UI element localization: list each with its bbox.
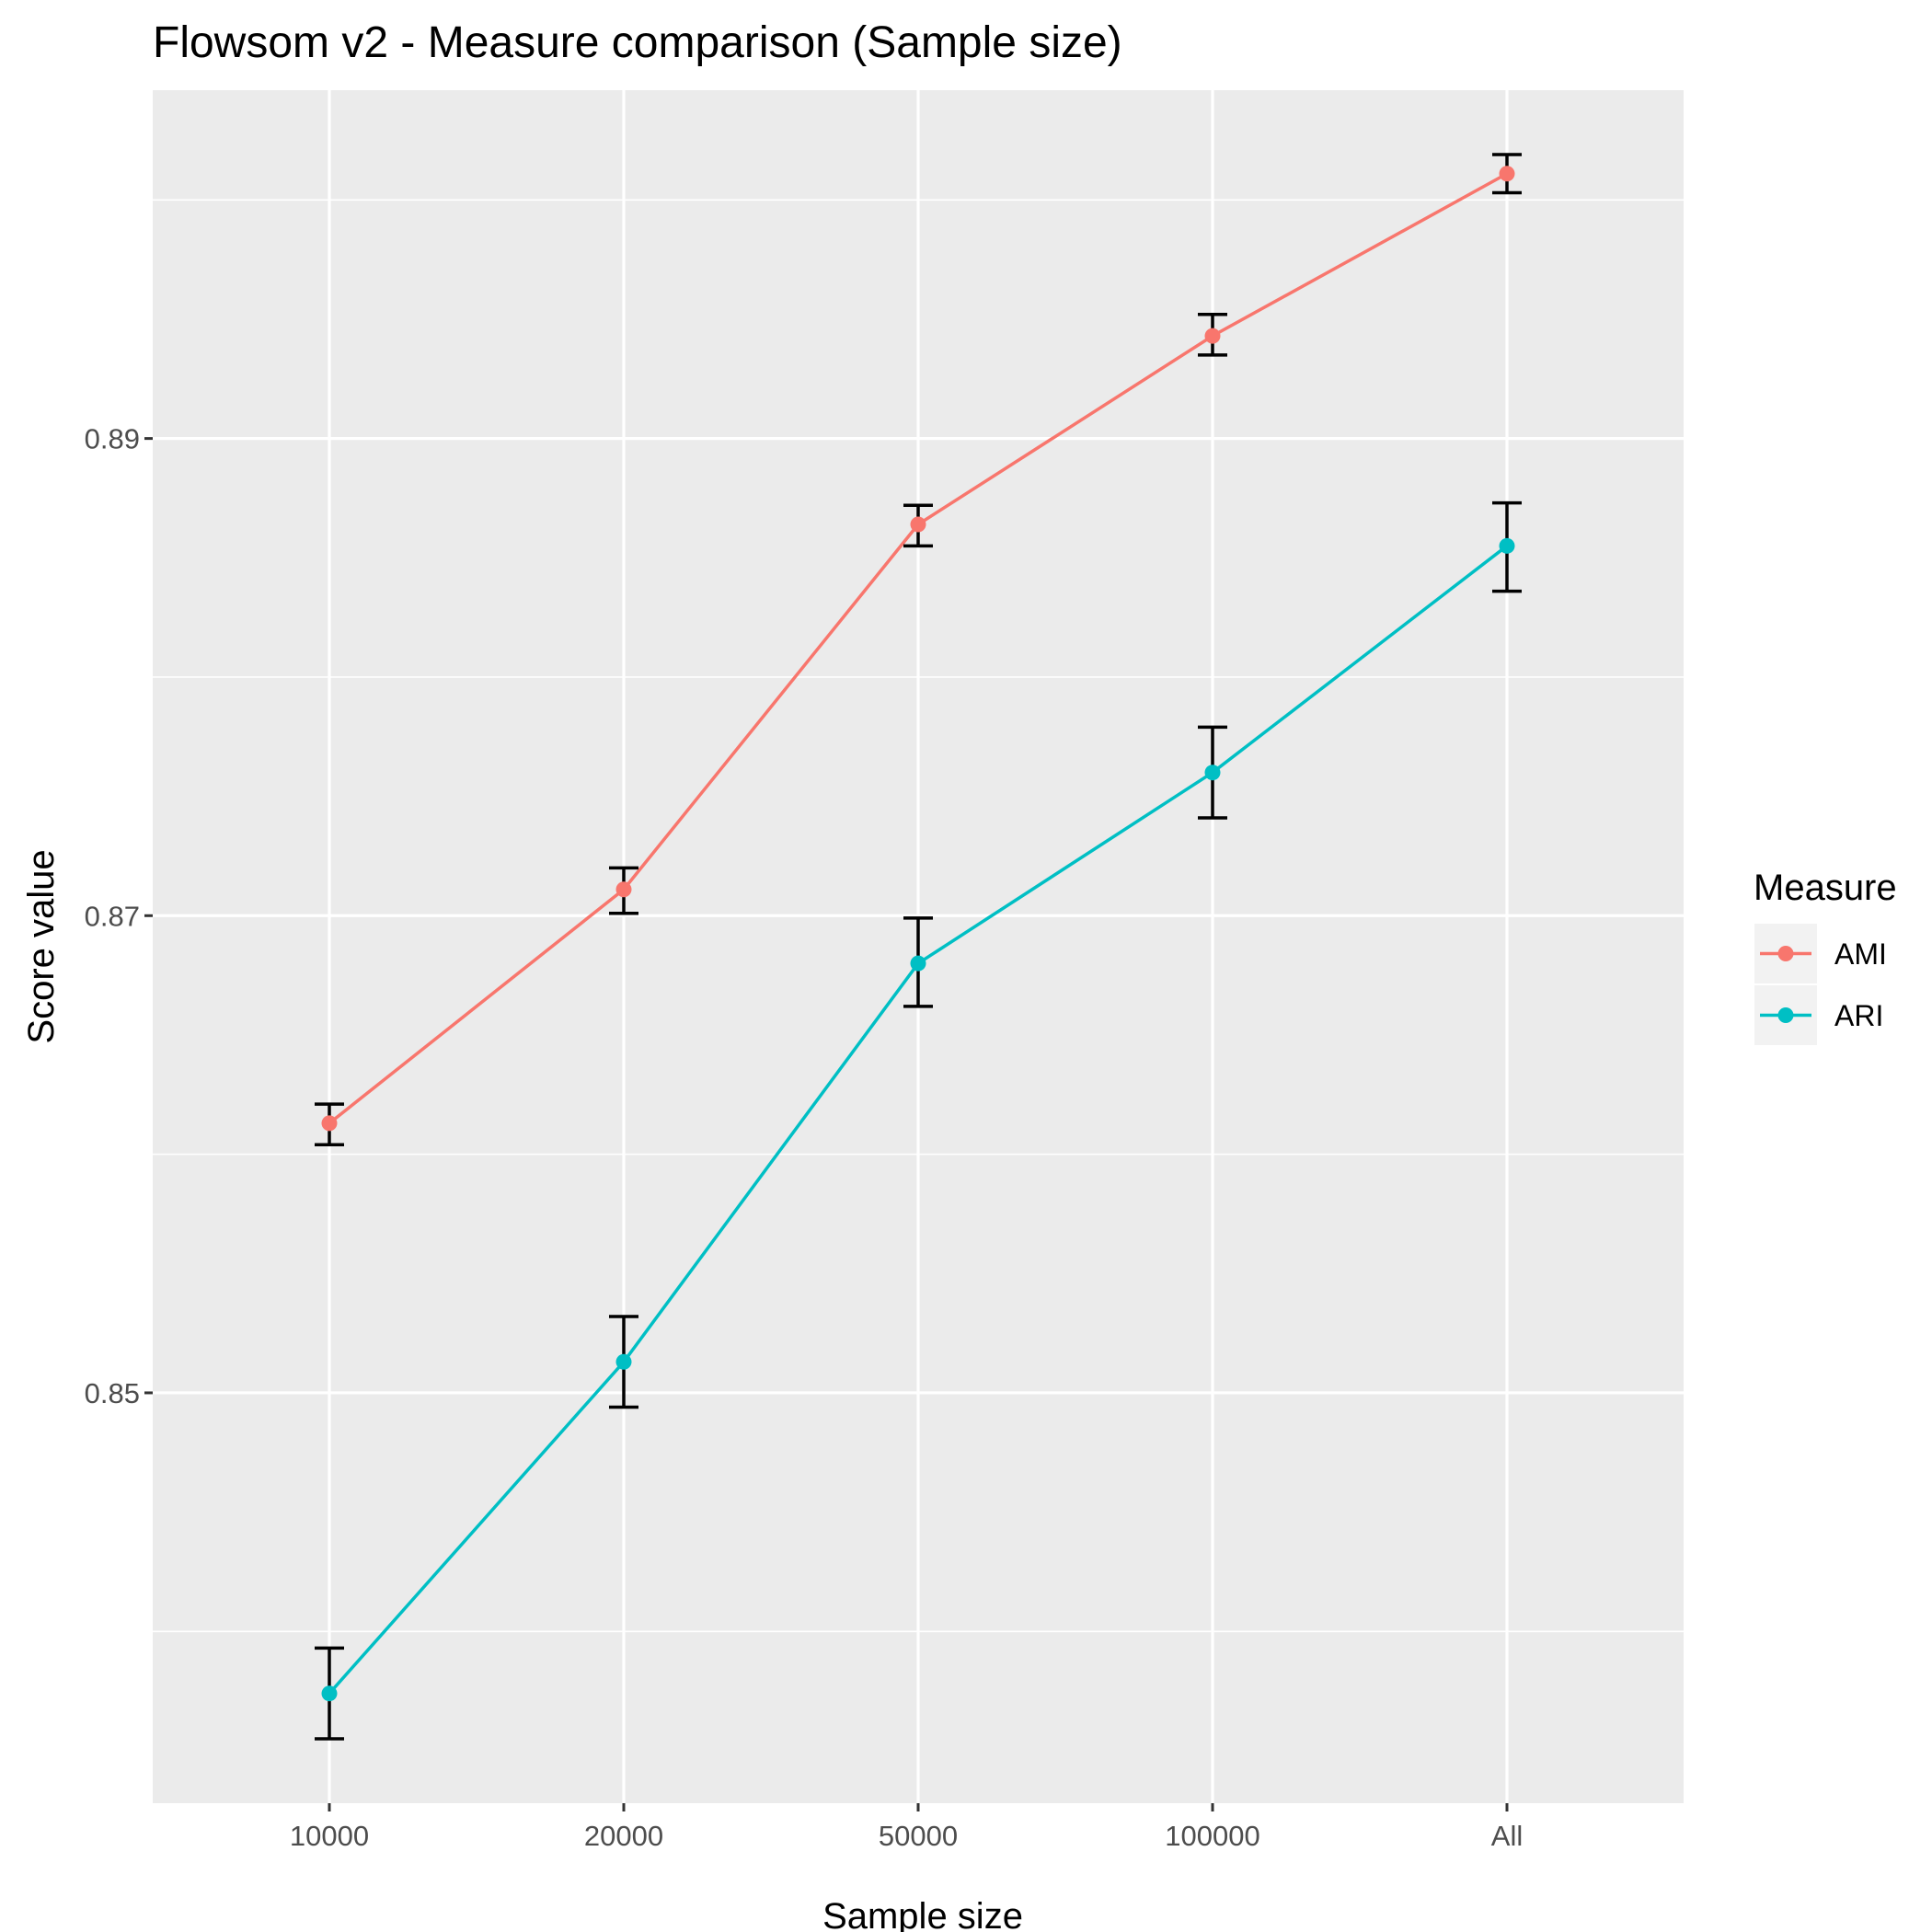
y-tick-label: 0.87 [85,900,140,932]
legend-point-ami [1777,946,1794,961]
y-tick-label: 0.89 [85,423,140,455]
legend-label-ari: ARI [1834,999,1883,1032]
data-point-ami [1204,328,1221,344]
chart-title: Flowsom v2 - Measure comparison (Sample … [153,18,1122,67]
data-point-ari [321,1685,338,1702]
data-point-ari [1204,765,1221,781]
data-point-ari [615,1353,632,1370]
data-point-ari [1499,537,1515,554]
x-axis-title: Sample size [822,1896,1023,1932]
legend-title: Measure [1754,868,1897,908]
data-point-ami [1499,166,1515,182]
x-tick-label: 20000 [584,1820,663,1852]
legend-items: AMI ARI [1753,922,1887,1047]
series-points [321,166,1515,1702]
data-point-ari [910,955,926,972]
y-tick-label: 0.85 [85,1377,140,1409]
y-axis-title: Score value [21,849,62,1043]
legend: Measure AMI ARI [1753,868,1897,1047]
data-point-ami [615,881,632,898]
x-axis: 10000 20000 50000 100000 All [290,1803,1523,1852]
x-tick-label: 10000 [290,1820,369,1852]
x-tick-label: All [1491,1820,1523,1852]
y-axis: 0.85 0.87 0.89 [85,423,153,1409]
legend-label-ami: AMI [1834,937,1887,971]
x-tick-label: 50000 [879,1820,958,1852]
legend-point-ari [1777,1007,1794,1023]
data-point-ami [910,516,926,533]
x-tick-label: 100000 [1165,1820,1259,1852]
data-point-ami [321,1115,338,1132]
